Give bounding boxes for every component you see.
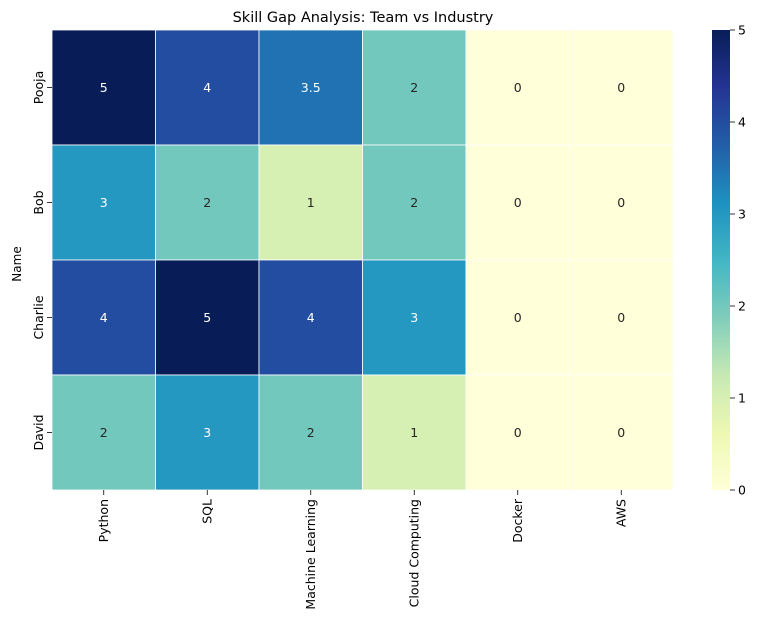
x-tick-label: AWS (613, 499, 628, 527)
heatmap-cell (258, 374, 363, 491)
colorbar-tick-label: 3 (738, 207, 746, 222)
y-tick-label: Pooja (31, 71, 46, 105)
y-tick-label: Charlie (31, 295, 46, 339)
cell-value-label: 0 (514, 310, 522, 325)
cell-value-label: 4 (307, 310, 315, 325)
cell-value-label: 0 (617, 80, 625, 95)
cell-value-label: 0 (617, 310, 625, 325)
heatmap-cell (362, 144, 467, 261)
heatmap-cell (155, 29, 260, 146)
heatmap-cell (51, 374, 156, 491)
cell-value-label: 4 (203, 80, 211, 95)
heatmap-cell (465, 29, 570, 146)
cell-value-label: 0 (514, 425, 522, 440)
cell-value-label: 4 (100, 310, 108, 325)
chart-title: Skill Gap Analysis: Team vs Industry (233, 10, 494, 26)
cell-value-label: 1 (307, 195, 315, 210)
cell-value-label: 5 (100, 80, 108, 95)
colorbar: 0 1 2 3 4 5 (712, 23, 746, 498)
x-tick-label: Machine Learning (303, 499, 318, 610)
cell-value-label: 2 (203, 195, 211, 210)
colorbar-tick-label: 4 (738, 115, 746, 130)
colorbar-tick-label: 1 (738, 391, 746, 406)
heatmap-cell (155, 374, 260, 491)
heatmap-cell (155, 259, 260, 376)
heatmap-cell (155, 144, 260, 261)
heatmap-cell (51, 259, 156, 376)
heatmap-cell (569, 259, 674, 376)
x-tick-label: Python (96, 499, 111, 542)
heatmap-cells (51, 29, 674, 491)
heatmap-cell (465, 259, 570, 376)
y-tick-label: David (31, 414, 46, 450)
cell-value-label: 5 (203, 310, 211, 325)
x-tick-label: Cloud Computing (406, 499, 421, 607)
cell-value-label: 2 (410, 80, 418, 95)
cell-value-label: 3 (410, 310, 418, 325)
heatmap-cell (465, 374, 570, 491)
cell-value-label: 3 (203, 425, 211, 440)
colorbar-tick-label: 5 (738, 23, 746, 38)
cell-value-label: 2 (100, 425, 108, 440)
y-axis-ticks: Pooja Bob Charlie David (31, 71, 52, 451)
heatmap-cell (258, 259, 363, 376)
x-axis-ticks: Python SQL Machine Learning Cloud Computing… (96, 490, 628, 610)
y-axis-label: Name (10, 246, 24, 281)
colorbar-tick-label: 2 (738, 299, 746, 314)
cell-value-label: 0 (514, 195, 522, 210)
cell-value-label: 1 (410, 425, 418, 440)
colorbar-ticks: 0 1 2 3 4 5 (730, 23, 746, 498)
heatmap-cell (569, 144, 674, 261)
x-tick-label: Docker (510, 498, 525, 543)
heatmap-cell-labels: 5 4 3.5 2 0 0 3 2 1 2 0 0 4 5 4 3 0 0 2 3 2 1 0 0 (100, 80, 626, 440)
colorbar-tick-label: 0 (738, 483, 746, 498)
y-tick-label: Bob (31, 190, 46, 214)
heatmap-cell (51, 29, 156, 146)
heatmap-cell (362, 259, 467, 376)
cell-value-label: 3.5 (301, 80, 321, 95)
heatmap-cell (258, 29, 363, 146)
cell-value-label: 3 (100, 195, 108, 210)
cell-value-label: 2 (307, 425, 315, 440)
x-tick-label: SQL (199, 499, 214, 524)
heatmap-cell (569, 374, 674, 491)
heatmap-cell (362, 374, 467, 491)
cell-value-label: 0 (617, 425, 625, 440)
colorbar-gradient (712, 30, 730, 490)
cell-value-label: 0 (617, 195, 625, 210)
cell-value-label: 0 (514, 80, 522, 95)
heatmap-cell (569, 29, 674, 146)
heatmap-cell (362, 29, 467, 146)
cell-value-label: 2 (410, 195, 418, 210)
